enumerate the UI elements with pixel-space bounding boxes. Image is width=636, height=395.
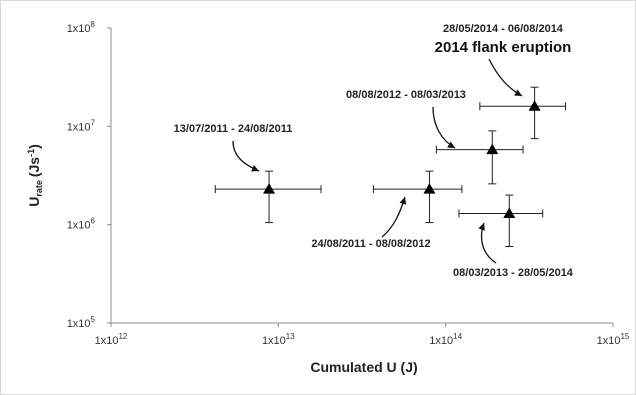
annotation-arrow: [432, 106, 456, 149]
axes: [110, 28, 613, 324]
annotations: 13/07/2011 - 24/08/2011 24/08/2011 - 08/0…: [174, 23, 574, 279]
error-bar: [435, 130, 524, 185]
y-tick-label: 1x108: [67, 20, 96, 35]
error-bar: [458, 194, 544, 247]
annotation-label: 28/05/2014 - 06/08/2014: [443, 23, 564, 35]
error-bar: [479, 86, 566, 140]
x-tick-label: 1x1013: [262, 332, 295, 347]
arrowhead-icon: [514, 89, 522, 96]
triangle-marker: [503, 207, 516, 218]
y-tick-label: 1x107: [67, 118, 96, 133]
annotation-label: 08/08/2012 - 08/03/2013: [346, 89, 466, 101]
annotation-label: 08/03/2013 - 28/05/2014: [453, 267, 574, 279]
annotation-label: 13/07/2011 - 24/08/2011: [174, 123, 293, 135]
annotation-label: 24/08/2011 - 08/08/2012: [311, 238, 430, 250]
error-bar: [372, 170, 463, 224]
y-tick-label: 1x106: [67, 217, 96, 232]
triangle-marker: [486, 143, 499, 155]
triangle-marker: [423, 183, 436, 194]
y-tick-label: 1x105: [67, 315, 96, 330]
x-tick-label: 1x1015: [597, 332, 630, 347]
arrowhead-icon: [478, 223, 485, 231]
tick-labels: 1x1012 1x1013 1x1014 1x1015 1x105 1x106 1x107 1…: [67, 20, 630, 347]
triangle-marker: [263, 183, 276, 194]
error-bars: [214, 86, 566, 247]
x-axis-title: Cumulated U (J): [310, 359, 417, 375]
annotation-arrow: [488, 58, 523, 97]
x-tick-label: 1x1012: [95, 332, 128, 347]
error-bar: [214, 170, 322, 224]
arrowhead-icon: [399, 197, 407, 205]
y-axis-title: Urate(Js-1): [26, 144, 44, 207]
arrowhead-icon: [447, 141, 455, 148]
x-tick-label: 1x1014: [429, 332, 462, 347]
triangle-marker: [528, 100, 541, 111]
annotation-label: 2014 flank eruption: [435, 39, 572, 56]
arrowhead-icon: [251, 165, 259, 172]
data-markers: [263, 100, 541, 218]
